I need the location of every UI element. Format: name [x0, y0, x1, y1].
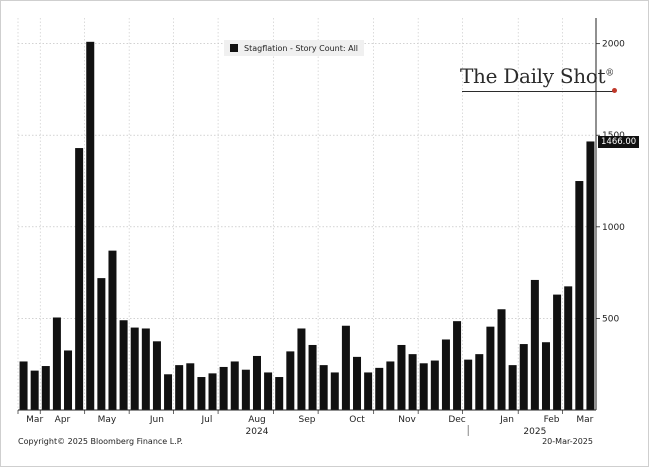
bar: [241, 369, 250, 410]
x-tick-label: May: [98, 415, 117, 425]
y-tick-label: 2000: [602, 40, 625, 50]
year-label: 2025: [523, 427, 546, 437]
y-tick-label: 1000: [602, 223, 625, 233]
chart-legend: Stagflation - Story Count: All: [224, 40, 365, 56]
bar: [208, 373, 217, 410]
daily-shot-logo: The Daily Shot®: [460, 64, 614, 88]
bar: [519, 344, 528, 410]
bar: [497, 309, 506, 410]
bar: [297, 328, 306, 410]
logo-underline: [462, 91, 614, 92]
bar: [119, 320, 128, 410]
bar: [330, 372, 339, 410]
bar: [397, 344, 406, 410]
x-tick-label: Dec: [448, 415, 465, 425]
year-label: 2024: [246, 427, 269, 437]
bar: [230, 361, 239, 410]
x-tick-label: Jul: [201, 415, 213, 425]
x-tick-label: Jan: [499, 415, 514, 425]
bar: [364, 372, 373, 410]
bar: [30, 370, 39, 410]
bar: [430, 360, 439, 410]
date-stamp: 20-Mar-2025: [542, 437, 593, 446]
logo-dot: [612, 88, 617, 93]
registered-mark: ®: [605, 68, 614, 79]
bar: [553, 294, 562, 410]
bar: [508, 365, 517, 410]
legend-swatch: [230, 44, 238, 52]
bar: [130, 327, 139, 410]
copyright-text: Copyright© 2025 Bloomberg Finance L.P.: [18, 437, 183, 446]
bar: [97, 278, 106, 410]
x-tick-label: Apr: [55, 415, 71, 425]
bar: [453, 321, 462, 410]
bar: [464, 359, 473, 410]
last-value-tag: 1466.00: [598, 136, 640, 148]
gridlines: [17, 18, 596, 410]
axes: [17, 18, 600, 436]
bar: [341, 325, 350, 410]
bar: [64, 350, 73, 410]
bar: [197, 377, 206, 410]
bar: [86, 41, 95, 411]
bar: [541, 342, 550, 410]
y-tick-label: 500: [602, 314, 619, 324]
bar: [575, 181, 584, 410]
bar: [375, 367, 384, 410]
x-tick-label: Mar: [576, 415, 593, 425]
bar: [353, 356, 362, 410]
bar: [252, 355, 261, 410]
bar: [75, 148, 84, 410]
bar: [52, 317, 61, 410]
x-axis-labels: Mar Apr May Jun Jul Aug Sep Oct Nov Dec Jan Feb Mar 2…: [26, 415, 593, 437]
bar: [530, 279, 539, 410]
bar: [586, 141, 595, 411]
bar: [419, 363, 428, 410]
x-tick-label: Aug: [248, 415, 266, 425]
bar: [19, 361, 28, 410]
bars: [19, 41, 595, 411]
bar: [275, 377, 284, 410]
legend-label: Stagflation - Story Count: All: [244, 43, 359, 53]
bar: [564, 286, 573, 410]
bar: [164, 374, 173, 410]
bar: [264, 372, 273, 410]
bar: [186, 363, 195, 410]
bar: [108, 250, 117, 410]
bar: [486, 326, 495, 410]
bar: [408, 354, 417, 410]
bar: [175, 365, 184, 410]
bar: [319, 365, 328, 410]
x-tick-label: Nov: [398, 415, 416, 425]
bar: [219, 366, 228, 410]
bar: [41, 366, 50, 410]
x-tick-label: Jun: [149, 415, 164, 425]
bar: [152, 341, 161, 410]
bar: [308, 344, 317, 410]
bar: [441, 339, 450, 410]
bar: [386, 361, 395, 410]
logo-text: The Daily Shot: [460, 64, 606, 88]
x-tick-label: Mar: [26, 415, 43, 425]
bar: [286, 351, 295, 410]
bar: [141, 328, 150, 410]
x-tick-label: Oct: [349, 415, 365, 425]
bar: [475, 354, 484, 410]
x-tick-label: Feb: [544, 415, 560, 425]
x-tick-label: Sep: [299, 415, 316, 425]
